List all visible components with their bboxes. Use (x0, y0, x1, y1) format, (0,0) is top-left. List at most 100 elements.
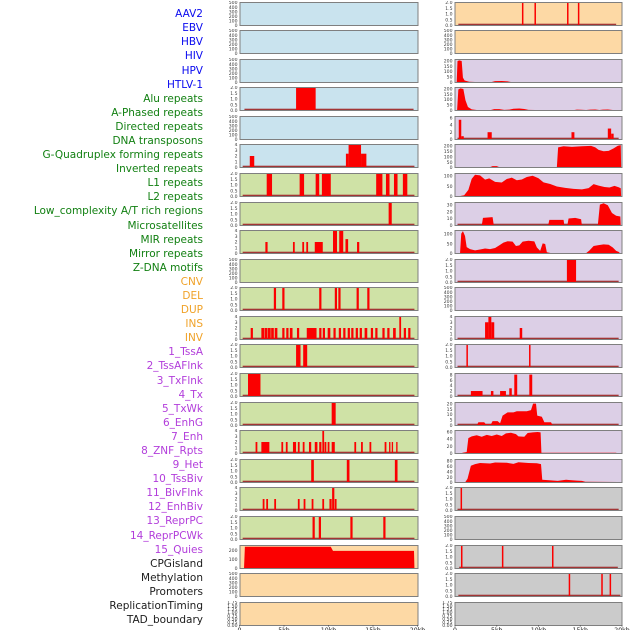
series-A-Phased repeats (242, 202, 414, 226)
svg-text:1.5: 1.5 (230, 377, 237, 383)
svg-text:0.5: 0.5 (230, 360, 237, 366)
svg-text:0: 0 (234, 137, 237, 141)
svg-text:0: 0 (450, 451, 453, 455)
svg-text:100: 100 (228, 18, 237, 24)
panel-bg (239, 402, 418, 426)
y-axis-ticks: 200 100 0 (228, 547, 237, 570)
panel-border (454, 287, 623, 312)
panel-bg (455, 573, 622, 597)
svg-text:0: 0 (450, 80, 453, 84)
panel-border (454, 373, 623, 398)
track-label-DNA transposons: DNA transposons (112, 135, 203, 147)
svg-text:2: 2 (450, 326, 453, 332)
panel-border (454, 172, 623, 197)
svg-text:100: 100 (444, 97, 453, 103)
track-panel-HIV: 2.01.51.00.50.0 (230, 86, 418, 113)
svg-text:400: 400 (444, 519, 453, 525)
svg-text:2.0: 2.0 (445, 1, 452, 6)
svg-text:0.5: 0.5 (230, 531, 237, 537)
panel-bg (239, 373, 418, 397)
svg-text:2.0: 2.0 (445, 544, 452, 549)
series-Alu repeats (242, 173, 414, 197)
svg-text:400: 400 (228, 4, 237, 10)
svg-text:200: 200 (444, 299, 453, 305)
series-HTLV-1 (242, 144, 414, 168)
panel-border (454, 87, 623, 112)
svg-text:20: 20 (447, 401, 453, 407)
svg-text:1.25: 1.25 (227, 606, 237, 612)
svg-text:500: 500 (228, 572, 237, 577)
svg-text:1: 1 (234, 503, 237, 509)
svg-text:0: 0 (234, 566, 237, 570)
svg-text:1.5: 1.5 (445, 5, 452, 11)
svg-text:0.50: 0.50 (227, 616, 237, 622)
svg-text:0.5: 0.5 (230, 217, 237, 223)
track-panel-A-Phased repeats: 2.01.51.00.50.0 (230, 201, 418, 227)
svg-text:300: 300 (228, 37, 237, 43)
svg-text:2.0: 2.0 (230, 401, 237, 406)
svg-text:100: 100 (444, 231, 453, 237)
panel-border (239, 573, 418, 598)
svg-text:1.5: 1.5 (230, 348, 237, 354)
panel-border (454, 115, 623, 140)
svg-text:50: 50 (447, 184, 453, 190)
svg-text:0.0: 0.0 (445, 594, 452, 598)
track-label-Low_complexity A/T rich regions: Low_complexity A/T rich regions (33, 205, 203, 218)
svg-text:1.0: 1.0 (445, 554, 452, 560)
panel-bg (455, 259, 622, 283)
svg-text:0: 0 (450, 108, 453, 112)
svg-text:1.75: 1.75 (227, 601, 237, 606)
svg-text:2.0: 2.0 (230, 458, 237, 463)
panel-border (239, 344, 418, 369)
svg-text:1.0: 1.0 (230, 183, 237, 189)
svg-text:30: 30 (447, 202, 453, 208)
svg-text:200: 200 (444, 528, 453, 534)
track-label-8_ZNF_Rpts: 8_ZNF_Rpts (141, 444, 203, 457)
svg-text:20kb: 20kb (614, 627, 629, 630)
svg-text:0: 0 (234, 509, 237, 513)
track-label-10_TssBiv: 10_TssBiv (152, 473, 203, 486)
panel-border (454, 1, 623, 26)
svg-text:20: 20 (447, 475, 453, 481)
svg-text:15: 15 (447, 406, 453, 412)
svg-text:15kb: 15kb (365, 627, 380, 630)
svg-text:400: 400 (228, 61, 237, 67)
track-panel-Directed repeats: 43210 (234, 229, 418, 256)
svg-text:50: 50 (447, 74, 453, 80)
svg-text:0.0: 0.0 (445, 23, 452, 27)
track-panel-DNA transposons: 5004003002001000 (228, 258, 418, 284)
y-axis-ticks: 2.01.51.00.50.0 (230, 372, 237, 399)
svg-text:0.0: 0.0 (230, 394, 237, 398)
track-label-Alu repeats: Alu repeats (143, 92, 203, 105)
y-axis-ticks: 2.01.51.00.50.0 (230, 515, 237, 542)
y-axis-ticks: 100 50 0 (444, 174, 453, 199)
panel-bg (455, 2, 622, 25)
series-14_ReprPCWk (461, 432, 617, 454)
panel-bg (455, 116, 622, 140)
track-panel-CNV: 200 100 0 (228, 544, 418, 570)
panel-border (239, 601, 418, 626)
panel-bg (455, 487, 622, 511)
panel-bg (455, 287, 622, 311)
svg-text:500: 500 (228, 258, 237, 263)
svg-text:1.75: 1.75 (442, 601, 452, 606)
svg-text:1.5: 1.5 (445, 348, 452, 354)
svg-text:0.5: 0.5 (445, 589, 452, 595)
svg-text:0: 0 (450, 308, 453, 312)
svg-text:1.0: 1.0 (230, 211, 237, 217)
svg-text:500: 500 (228, 115, 237, 120)
svg-text:300: 300 (444, 523, 453, 529)
track-label-MIR repeats: MIR repeats (140, 233, 203, 246)
svg-text:5kb: 5kb (278, 627, 290, 630)
svg-text:0: 0 (450, 480, 453, 484)
